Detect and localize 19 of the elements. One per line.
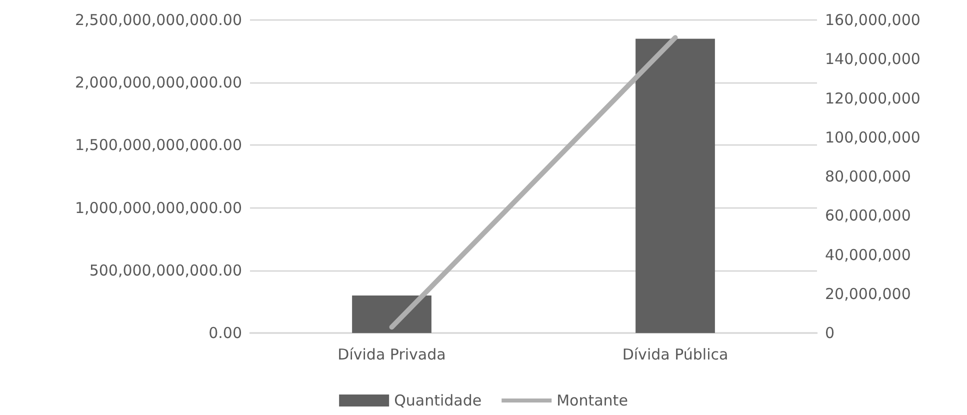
y2-tick-label: 20,000,000 — [825, 284, 911, 303]
y-tick-label: 2,000,000,000,000.00 — [75, 74, 242, 92]
y-tick-label: 1,500,000,000,000.00 — [75, 136, 242, 154]
y2-tick-label: 0 — [825, 324, 835, 342]
y-tick-label: 0.00 — [208, 324, 242, 342]
x-tick-label: Dívida Pública — [622, 346, 728, 364]
y-tick-label: 1,000,000,000,000.00 — [75, 198, 242, 217]
y2-tick-label: 140,000,000 — [825, 50, 920, 68]
y2-tick-label: 40,000,000 — [825, 246, 911, 264]
y2-tick-label: 100,000,000 — [825, 128, 920, 146]
legend-label: Quantidade — [394, 392, 482, 410]
y2-tick-label: 120,000,000 — [825, 89, 920, 108]
y2-tick-label: 60,000,000 — [825, 206, 911, 225]
y2-tick-label: 160,000,000 — [825, 11, 920, 29]
y-tick-label: 500,000,000,000.00 — [89, 261, 242, 280]
y-tick-label: 2,500,000,000,000.00 — [75, 11, 242, 29]
x-tick-label: Dívida Privada — [338, 346, 446, 364]
y2-tick-label: 80,000,000 — [825, 168, 911, 186]
legend-label: Montante — [556, 392, 628, 410]
